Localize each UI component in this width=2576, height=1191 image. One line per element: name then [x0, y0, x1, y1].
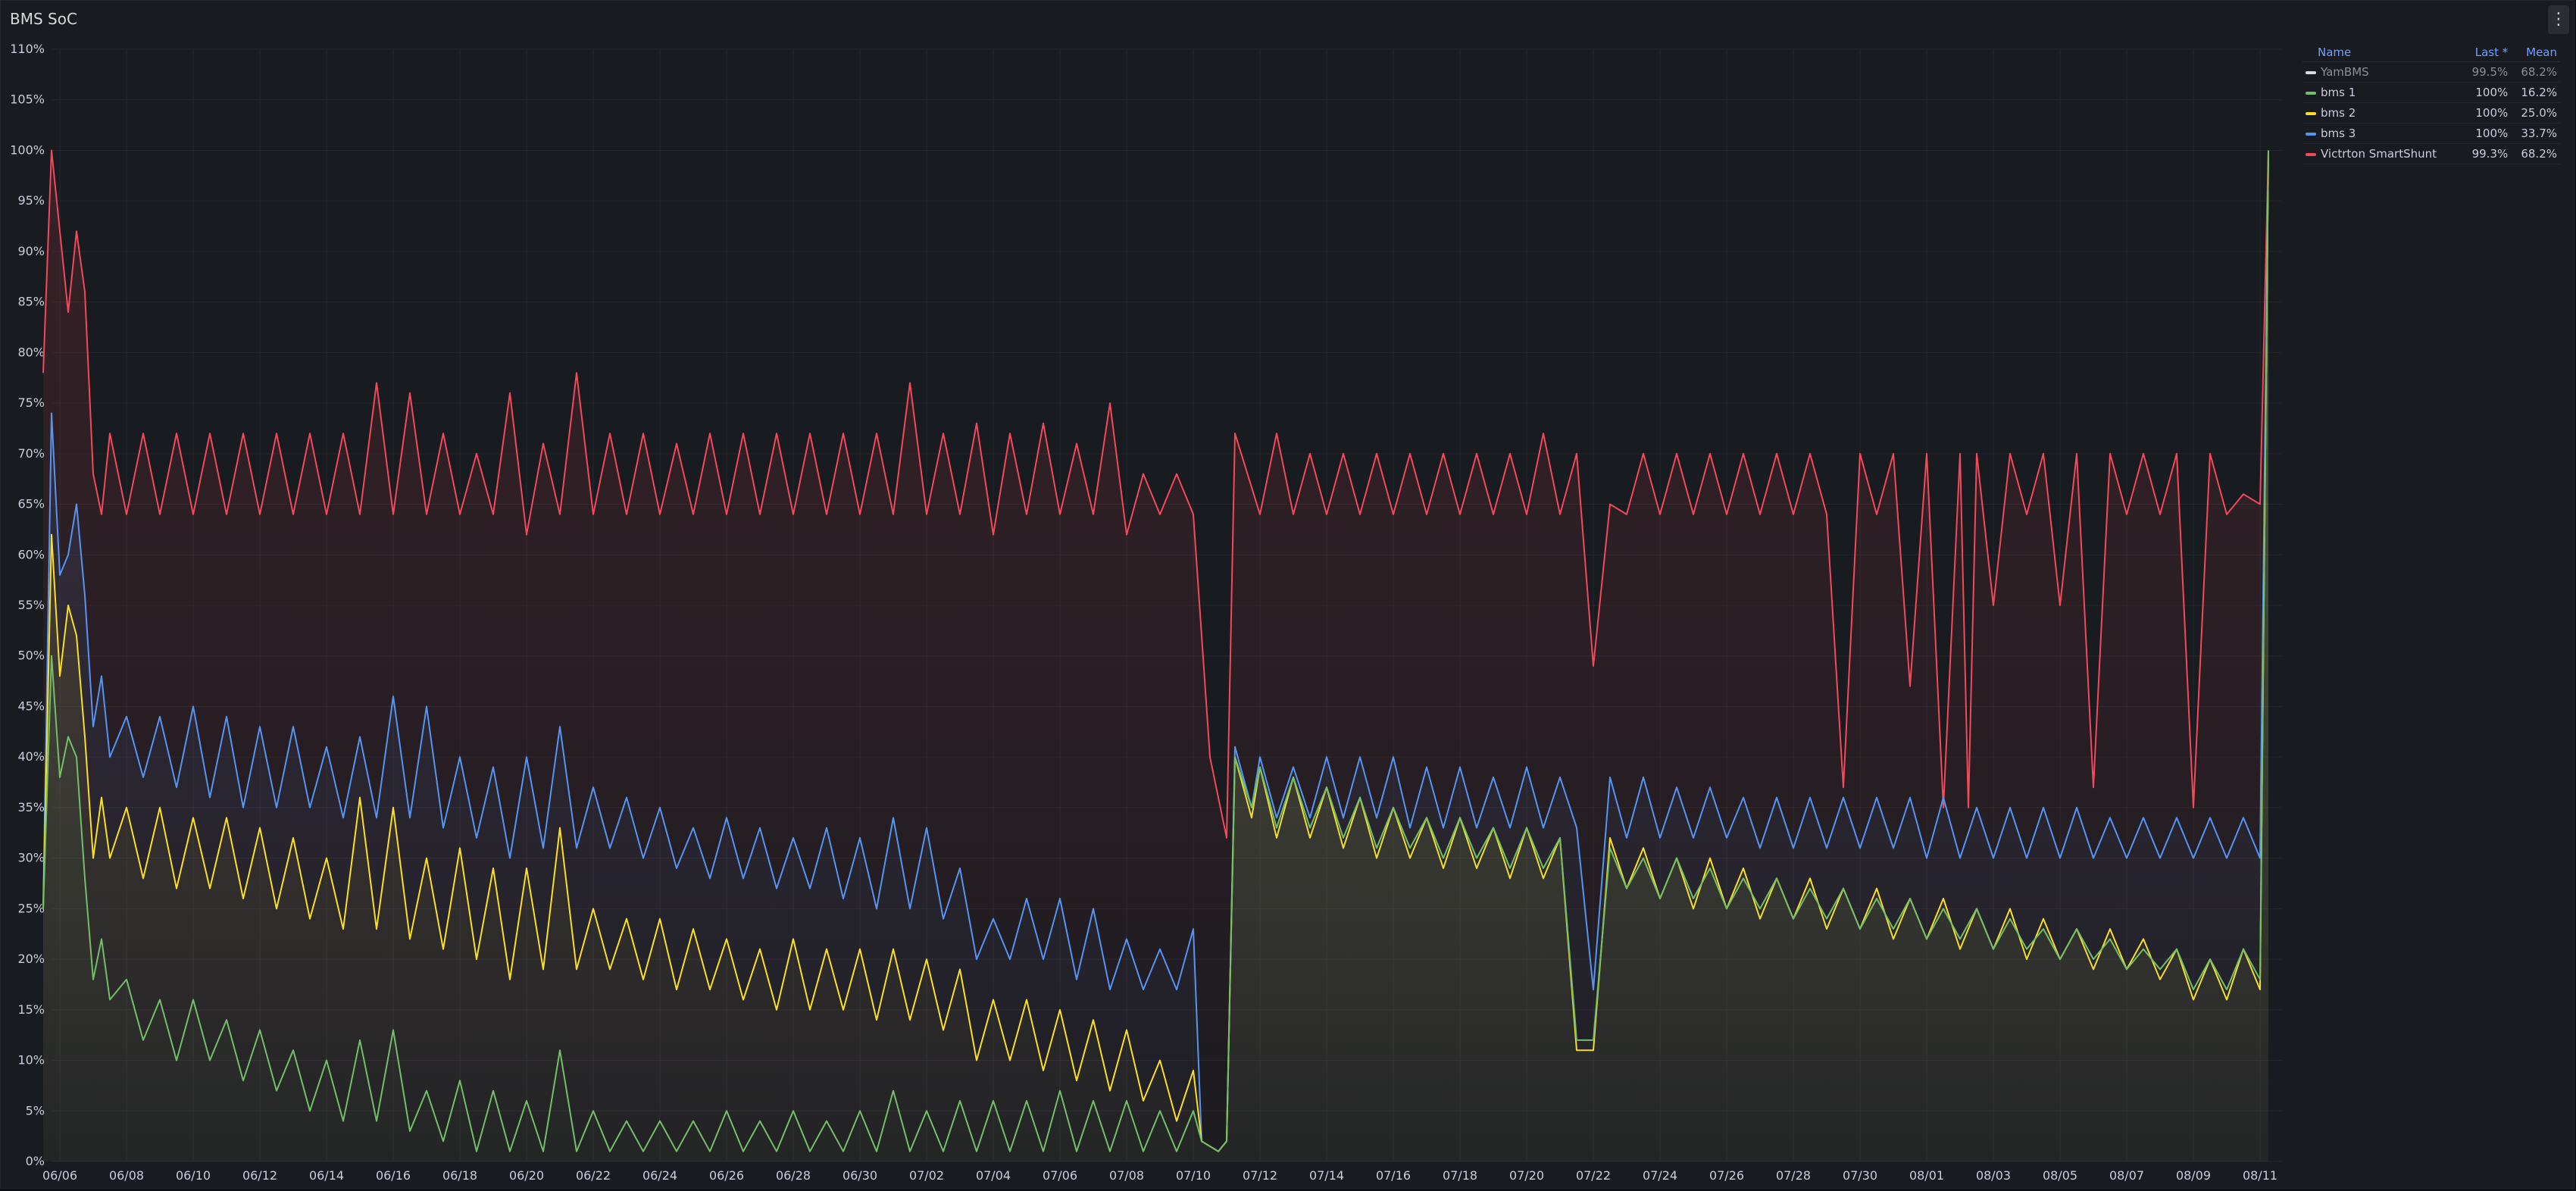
x-tick-label: 07/18 — [1443, 1168, 1477, 1183]
x-tick-label: 06/10 — [176, 1168, 211, 1183]
x-tick-label: 08/03 — [1976, 1168, 2011, 1183]
series-line-bms-1 — [42, 150, 2269, 1152]
legend-swatch-icon — [2306, 111, 2316, 115]
legend-last-value: 100% — [2462, 123, 2512, 144]
x-tick-label: 08/11 — [2243, 1168, 2277, 1183]
x-tick-label: 06/06 — [42, 1168, 77, 1183]
x-tick-label: 07/12 — [1243, 1168, 1277, 1183]
legend-swatch-icon — [2306, 152, 2316, 156]
series-line-bms-3 — [42, 150, 2269, 1152]
legend-swatch-icon — [2306, 132, 2316, 136]
x-tick-label: 06/14 — [309, 1168, 344, 1183]
y-tick-label: 55% — [17, 598, 45, 612]
y-tick-label: 5% — [26, 1103, 45, 1118]
legend-series-name: bms 2 — [2302, 102, 2462, 123]
y-tick-label: 70% — [17, 446, 45, 461]
legend-header-mean[interactable]: Mean — [2511, 43, 2560, 62]
x-tick-label: 07/28 — [1776, 1168, 1811, 1183]
panel-menu-icon[interactable]: ⋮ — [2548, 5, 2569, 34]
soc-line-chart[interactable]: 0% 5% 10% 15% 20% 25% 30% 35% 40% 45% 50% 55% 60% 65%… — [1, 1, 2304, 1191]
legend-mean-value: 16.2% — [2511, 82, 2560, 103]
legend-row[interactable]: bms 1 100% 16.2% — [2302, 82, 2560, 103]
x-tick-label: 07/22 — [1576, 1168, 1611, 1183]
x-tick-label: 07/08 — [1109, 1168, 1144, 1183]
y-tick-label: 50% — [17, 649, 45, 663]
y-tick-label: 105% — [10, 92, 45, 107]
legend-mean-value: 68.2% — [2511, 143, 2560, 164]
y-tick-label: 10% — [17, 1053, 45, 1068]
y-tick-label: 20% — [17, 952, 45, 966]
legend-row[interactable]: Victrton SmartShunt 99.3% 68.2% — [2302, 143, 2560, 164]
legend-row[interactable]: bms 2 100% 25.0% — [2302, 102, 2560, 123]
y-tick-label: 0% — [26, 1154, 45, 1168]
legend-swatch-icon — [2306, 70, 2316, 74]
y-tick-label: 95% — [17, 193, 45, 208]
x-tick-label: 07/04 — [976, 1168, 1011, 1183]
x-tick-label: 06/08 — [109, 1168, 144, 1183]
series-line-victrton-smartshunt — [42, 149, 2269, 839]
x-tick-label: 08/07 — [2109, 1168, 2144, 1183]
x-tick-label: 07/20 — [1509, 1168, 1544, 1183]
y-tick-label: 90% — [17, 244, 45, 258]
legend-row[interactable]: bms 3 100% 33.7% — [2302, 123, 2560, 144]
y-tick-label: 80% — [17, 345, 45, 359]
legend-table: Name Last * Mean YamBMS 99.5% 68.2% bms 1 10… — [2302, 43, 2560, 164]
series-area-bms-1 — [43, 150, 2268, 1161]
legend-last-value: 99.5% — [2462, 61, 2512, 83]
y-tick-label: 15% — [17, 1002, 45, 1017]
x-tick-label: 06/24 — [642, 1168, 677, 1183]
legend-header-row: Name Last * Mean — [2302, 43, 2560, 62]
x-tick-label: 07/06 — [1043, 1168, 1077, 1183]
y-tick-label: 60% — [17, 547, 45, 561]
y-tick-label: 75% — [17, 395, 45, 410]
x-tick-label: 06/26 — [709, 1168, 744, 1183]
y-tick-label: 65% — [17, 497, 45, 511]
legend-series-name: bms 3 — [2302, 123, 2462, 144]
x-tick-label: 08/01 — [1909, 1168, 1944, 1183]
legend-series-name: bms 1 — [2302, 82, 2462, 103]
x-tick-label: 06/30 — [843, 1168, 877, 1183]
x-tick-label: 07/26 — [1709, 1168, 1744, 1183]
legend-last-value: 100% — [2462, 82, 2512, 103]
x-tick-label: 07/02 — [909, 1168, 944, 1183]
legend-row[interactable]: YamBMS 99.5% 68.2% — [2302, 61, 2560, 83]
x-tick-label: 08/05 — [2043, 1168, 2077, 1183]
y-tick-label: 40% — [17, 749, 45, 764]
legend-swatch-icon — [2306, 91, 2316, 95]
legend-series-name: YamBMS — [2302, 61, 2462, 83]
legend-mean-value: 68.2% — [2511, 61, 2560, 83]
legend-mean-value: 25.0% — [2511, 102, 2560, 123]
y-tick-label: 35% — [17, 800, 45, 814]
x-tick-label: 07/14 — [1309, 1168, 1344, 1183]
y-tick-label: 45% — [17, 699, 45, 713]
legend-last-value: 100% — [2462, 102, 2512, 123]
x-tick-label: 08/09 — [2176, 1168, 2211, 1183]
x-tick-label: 07/16 — [1376, 1168, 1411, 1183]
x-tick-label: 06/18 — [442, 1168, 477, 1183]
x-tick-label: 07/10 — [1176, 1168, 1211, 1183]
y-tick-label: 25% — [17, 901, 45, 915]
legend-header-name[interactable]: Name — [2302, 43, 2462, 62]
y-tick-label: 30% — [17, 851, 45, 865]
x-tick-label: 06/16 — [376, 1168, 411, 1183]
x-tick-label: 06/22 — [576, 1168, 611, 1183]
x-tick-label: 07/30 — [1843, 1168, 1877, 1183]
y-tick-label: 110% — [10, 42, 45, 56]
legend-header-last[interactable]: Last * — [2462, 43, 2512, 62]
legend-mean-value: 33.7% — [2511, 123, 2560, 144]
x-tick-label: 06/20 — [509, 1168, 544, 1183]
x-tick-label: 06/28 — [776, 1168, 811, 1183]
panel-title: BMS SoC — [10, 10, 77, 28]
x-tick-label: 07/24 — [1643, 1168, 1677, 1183]
x-tick-label: 06/12 — [242, 1168, 277, 1183]
legend-series-name: Victrton SmartShunt — [2302, 143, 2462, 164]
y-tick-label: 85% — [17, 295, 45, 309]
legend-last-value: 99.3% — [2462, 143, 2512, 164]
y-tick-label: 100% — [10, 142, 45, 157]
